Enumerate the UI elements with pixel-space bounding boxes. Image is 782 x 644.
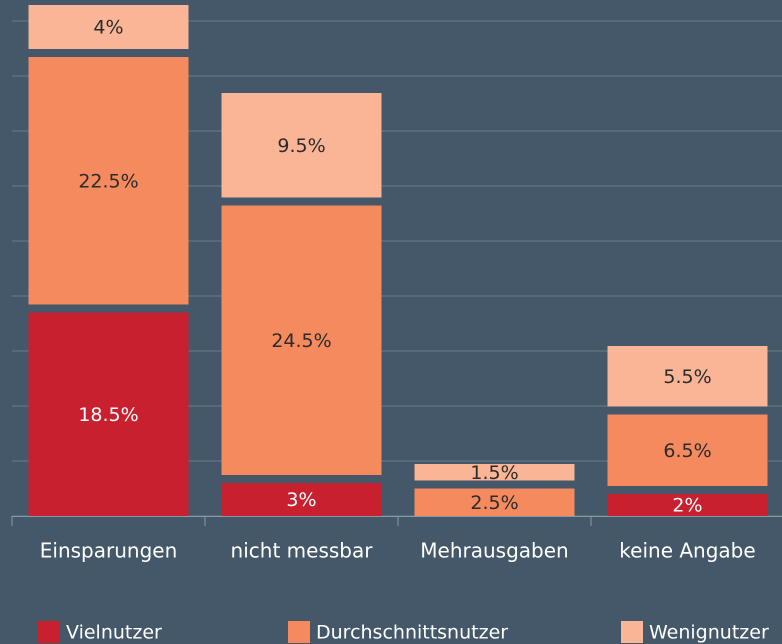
bar-segment bbox=[607, 346, 768, 407]
bar-segment bbox=[221, 483, 382, 516]
data-label: 2.5% bbox=[470, 492, 518, 514]
data-label: 2% bbox=[672, 495, 702, 517]
legend-swatch bbox=[288, 621, 310, 643]
data-label: 9.5% bbox=[277, 135, 325, 157]
legend-label: Durchschnittsnutzer bbox=[316, 622, 508, 644]
data-label: 6.5% bbox=[663, 440, 711, 462]
data-label: 18.5% bbox=[78, 404, 138, 426]
x-tick-label: Einsparungen bbox=[40, 539, 178, 563]
bar-segment bbox=[607, 494, 768, 516]
bar-segment bbox=[414, 464, 575, 481]
legend-label: Vielnutzer bbox=[66, 622, 162, 644]
bar-segment bbox=[414, 488, 575, 516]
bar-segment bbox=[28, 312, 189, 516]
x-tick-label: Mehrausgaben bbox=[420, 539, 568, 563]
x-tick-label: nicht messbar bbox=[231, 539, 374, 563]
bar-segment bbox=[28, 57, 189, 305]
bar-segment bbox=[28, 5, 189, 49]
legend-swatch bbox=[38, 621, 60, 643]
x-tick-label: keine Angabe bbox=[619, 539, 755, 563]
data-label: 22.5% bbox=[78, 170, 138, 192]
data-label: 24.5% bbox=[271, 330, 331, 352]
legend-swatch bbox=[621, 621, 643, 643]
data-label: 3% bbox=[286, 489, 316, 511]
bar-segment bbox=[221, 93, 382, 198]
data-label: 1.5% bbox=[470, 462, 518, 484]
data-label: 4% bbox=[93, 17, 123, 39]
legend-label: Wenignutzer bbox=[649, 622, 769, 644]
data-label: 5.5% bbox=[663, 366, 711, 388]
bar-segment bbox=[607, 414, 768, 486]
bar-segment bbox=[221, 205, 382, 475]
